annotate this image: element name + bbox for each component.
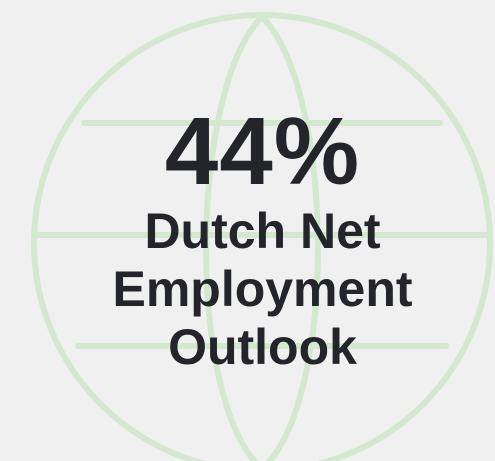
stat-label-line-3: Outlook <box>168 319 357 375</box>
stat-label-line-2: Employment <box>112 261 413 317</box>
stat-block: 44% Dutch Net Employment Outlook <box>0 102 495 376</box>
stat-value: 44% <box>164 98 361 205</box>
stat-label-line-1: Dutch Net <box>144 203 381 259</box>
